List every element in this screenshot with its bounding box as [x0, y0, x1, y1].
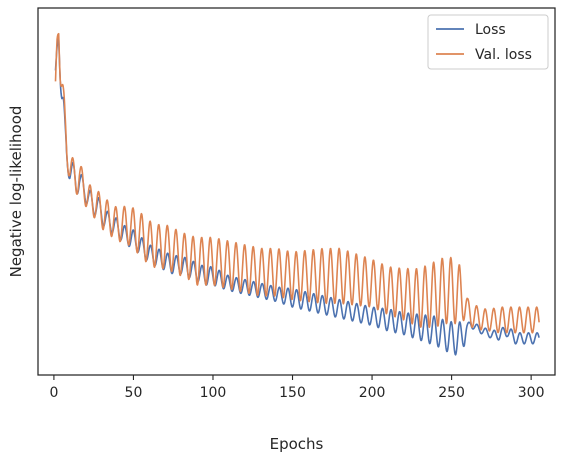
legend: Loss Val. loss [427, 14, 549, 70]
y-axis-label: Negative log-likelihood [7, 106, 25, 278]
series-layer [54, 32, 540, 356]
legend-label-loss: Loss [475, 22, 506, 38]
legend-label-val-loss: Val. loss [475, 47, 532, 63]
x-tick-label: 250 [438, 385, 465, 401]
x-tick-label: 300 [518, 385, 545, 401]
x-tick-label: 200 [359, 385, 386, 401]
x-tick-label: 0 [49, 385, 58, 401]
x-axis-ticks: 0 50 100 150 200 250 300 [49, 375, 545, 401]
x-axis-label: Epochs [270, 435, 324, 453]
plot-frame [37, 7, 556, 376]
x-tick-label: 100 [200, 385, 227, 401]
series-line-val-loss [54, 32, 540, 334]
x-tick-label: 50 [125, 385, 143, 401]
x-tick-label: 150 [279, 385, 306, 401]
